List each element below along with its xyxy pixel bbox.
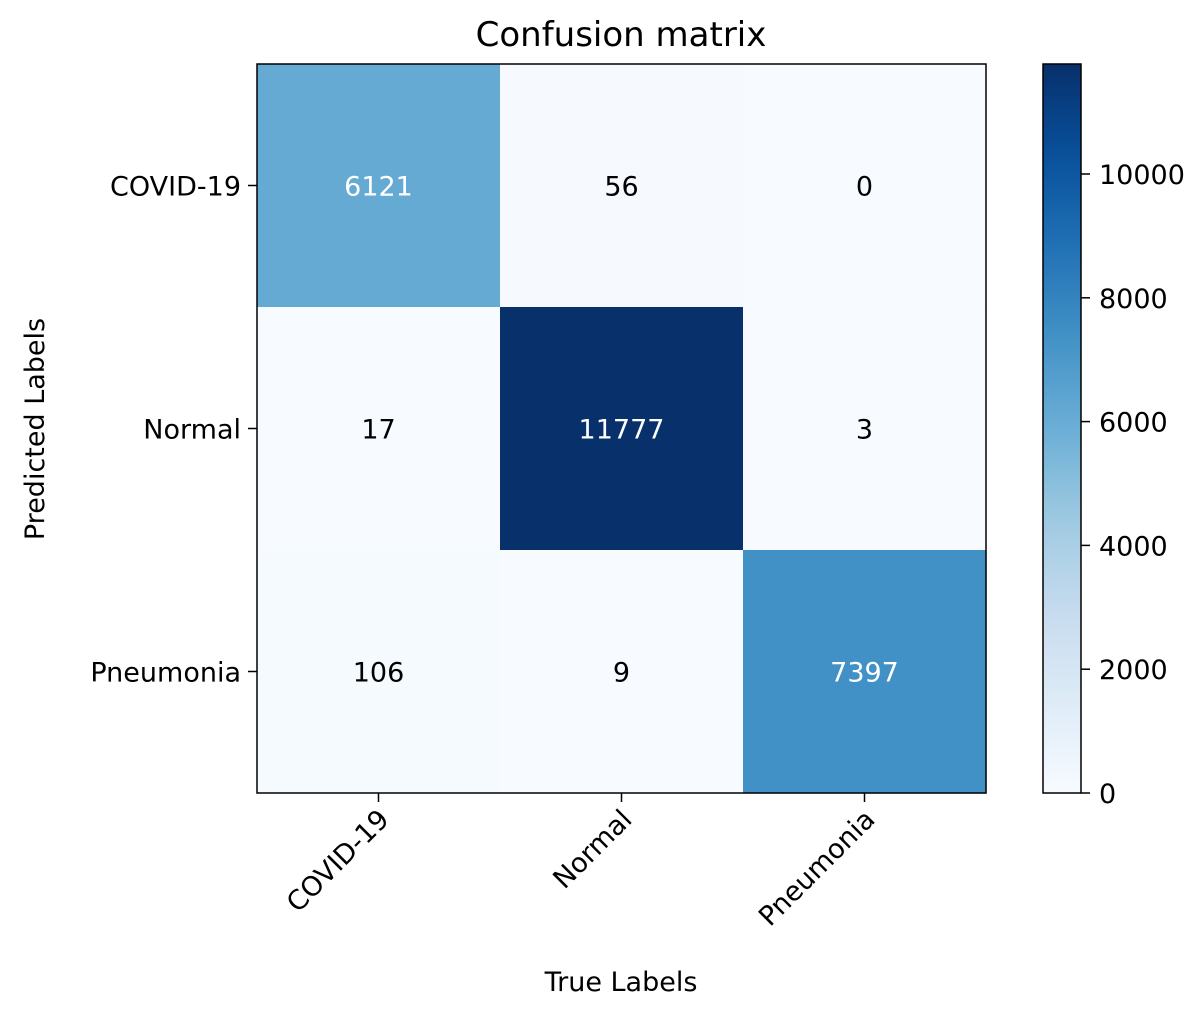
colorbar-gradient [1042, 63, 1082, 794]
heatmap-cell [257, 307, 501, 551]
y-axis-ticks: COVID-19 Normal Pneumonia [90, 172, 257, 689]
colorbar-tick-label: 8000 [1099, 284, 1168, 315]
cell-value-label: 56 [604, 172, 638, 203]
x-axis-label: True Labels [544, 967, 698, 998]
x-tick-label: COVID-19 [281, 804, 396, 919]
colorbar-tick-label: 10000 [1099, 160, 1185, 191]
chart-title: Confusion matrix [476, 15, 767, 55]
cell-value-label: 3 [856, 415, 873, 446]
cell-value-label: 6121 [344, 172, 413, 203]
heatmap-cell [257, 64, 501, 308]
heatmap-cell [500, 550, 744, 794]
colorbar-tick-label: 6000 [1099, 408, 1168, 439]
cell-value-label: 17 [361, 415, 395, 446]
cell-value-label: 106 [353, 658, 405, 689]
cell-value-label: 7397 [830, 658, 899, 689]
colorbar-tick-label: 4000 [1099, 531, 1168, 562]
heatmap-cell [743, 64, 987, 308]
heatmap-cell [743, 550, 987, 794]
colorbar-tick-label: 2000 [1099, 655, 1168, 686]
x-axis-ticks: COVID-19 Normal Pneumonia [281, 793, 881, 932]
y-tick-label: Normal [143, 415, 241, 446]
heatmap-cell [500, 64, 744, 308]
x-tick-label: Pneumonia [753, 804, 881, 932]
heatmap-cell [743, 307, 987, 551]
heatmap-cell [257, 550, 501, 794]
heatmap-cells: 6121 56 0 17 11777 3 106 9 7397 [257, 64, 987, 794]
colorbar-tick-label: 0 [1099, 779, 1116, 810]
heatmap-cell [500, 307, 744, 551]
y-tick-label: Pneumonia [90, 658, 241, 689]
cell-value-label: 0 [856, 172, 873, 203]
y-axis-label: Predicted Labels [20, 318, 51, 540]
colorbar: 0 2000 4000 6000 8000 10000 [1042, 63, 1185, 810]
y-tick-label: COVID-19 [110, 172, 241, 203]
x-tick-label: Normal [547, 804, 638, 895]
cell-value-label: 9 [613, 658, 630, 689]
cell-value-label: 11777 [579, 415, 665, 446]
